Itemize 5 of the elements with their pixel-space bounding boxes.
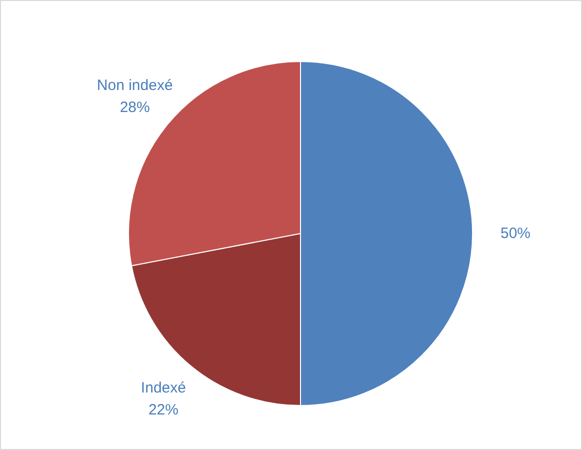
data-label: 28% [120, 98, 150, 116]
slice-label: Indexé [140, 380, 186, 397]
data-label: 50% [500, 225, 531, 242]
data-label: 22% [148, 402, 178, 419]
slice-label: Non indexé [96, 76, 173, 94]
